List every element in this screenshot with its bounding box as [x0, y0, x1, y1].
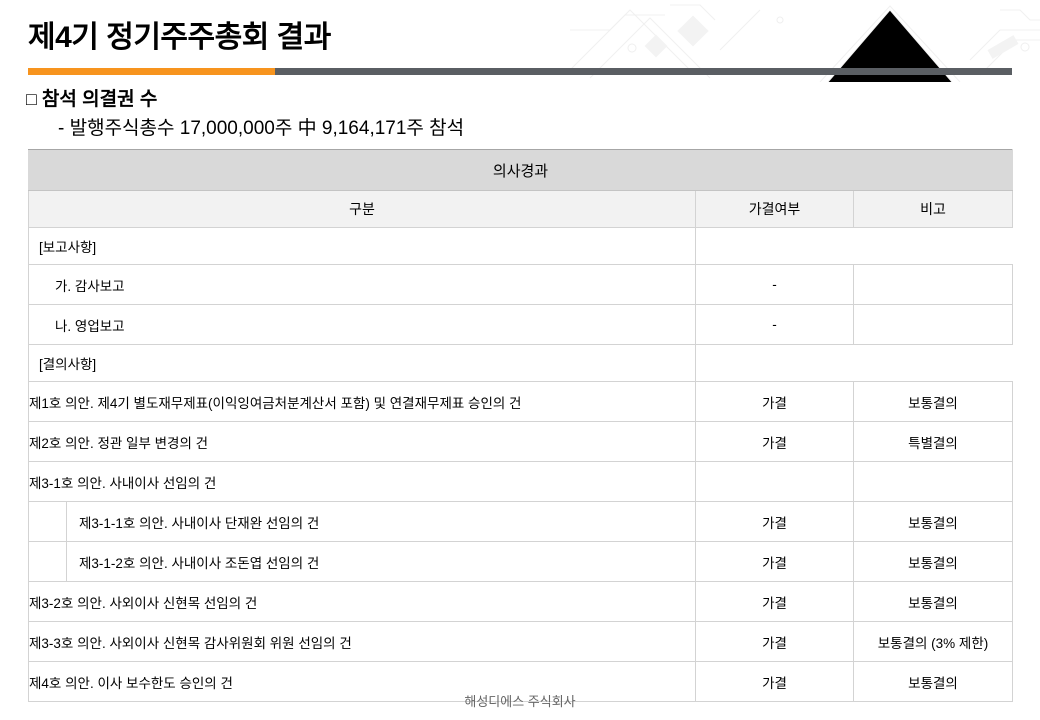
table-row: 제3-1-2호 의안. 사내이사 조돈엽 선임의 건 가결 보통결의 [28, 541, 1013, 582]
page-title: 제4기 정기주주총회 결과 [28, 21, 331, 54]
column-header-note: 비고 [853, 190, 1013, 228]
table-caption-cell: 의사경과 [28, 149, 1013, 191]
cell-result [695, 227, 854, 265]
cell-note: 보통결의 [853, 501, 1013, 542]
cell-subject: 제1호 의안. 제4기 별도재무제표(이익잉여금처분계산서 포함) 및 연결재무… [28, 381, 696, 422]
table-row: 제4호 의안. 이사 보수한도 승인의 건 가결 보통결의 [28, 661, 1013, 702]
cell-note [853, 304, 1013, 345]
table-row: 제2호 의안. 정관 일부 변경의 건 가결 특별결의 [28, 421, 1013, 462]
column-header-subject: 구분 [28, 190, 696, 228]
table-row: 나. 영업보고 - [28, 304, 1013, 345]
table-row: 제3-1호 의안. 사내이사 선임의 건 [28, 461, 1013, 502]
cell-subject: 제4호 의안. 이사 보수한도 승인의 건 [28, 661, 696, 702]
cell-section-label: [결의사항] [28, 344, 696, 382]
cell-result: 가결 [695, 581, 854, 622]
cell-section-label: [보고사항] [28, 227, 696, 265]
title-underline-rule [28, 68, 1012, 75]
cell-note: 보통결의 [853, 661, 1013, 702]
table-row: 제3-1-1호 의안. 사내이사 단재완 선임의 건 가결 보통결의 [28, 501, 1013, 542]
cell-result: 가결 [695, 661, 854, 702]
cell-result [695, 344, 854, 382]
rule-gray-segment [275, 68, 1012, 75]
cell-result [695, 461, 854, 502]
table-row: 제3-3호 의안. 사외이사 신현목 감사위원회 위원 선임의 건 가결 보통결의 … [28, 621, 1013, 662]
cell-note: 보통결의 [853, 581, 1013, 622]
cell-subject-sub: 제3-1-2호 의안. 사내이사 조돈엽 선임의 건 [28, 541, 696, 582]
rule-orange-segment [28, 68, 275, 75]
cell-subject: 제3-1호 의안. 사내이사 선임의 건 [28, 461, 696, 502]
cell-result: 가결 [695, 621, 854, 662]
cell-note [853, 264, 1013, 305]
cell-subject: 제3-3호 의안. 사외이사 신현목 감사위원회 위원 선임의 건 [28, 621, 696, 662]
table-row: 제1호 의안. 제4기 별도재무제표(이익잉여금처분계산서 포함) 및 연결재무… [28, 381, 1013, 422]
cell-subject: 가. 감사보고 [28, 264, 696, 305]
title-block: 제4기 정기주주총회 결과 [28, 18, 331, 58]
cell-note: 보통결의 [853, 541, 1013, 582]
cell-result: 가결 [695, 381, 854, 422]
section-detail: - 발행주식총수 17,000,000주 中 9,164,171주 참석 [58, 118, 465, 139]
section-heading-label: 참석 의결권 수 [41, 89, 158, 110]
table-row: [보고사항] [28, 227, 1013, 265]
cell-note [853, 344, 1013, 382]
section-heading: □ 참석 의결권 수 [26, 86, 157, 113]
cell-result: - [695, 264, 854, 305]
table-row: 가. 감사보고 - [28, 264, 1013, 305]
table-caption-row: 의사경과 [28, 149, 1013, 191]
cell-result: 가결 [695, 541, 854, 582]
table-row: 제3-2호 의안. 사외이사 신현목 선임의 건 가결 보통결의 [28, 581, 1013, 622]
cell-result: 가결 [695, 421, 854, 462]
cell-note [853, 461, 1013, 502]
cell-subject: 제2호 의안. 정관 일부 변경의 건 [28, 421, 696, 462]
sub-proposal-label: 제3-1-2호 의안. 사내이사 조돈엽 선임의 건 [66, 542, 695, 581]
cell-note: 보통결의 [853, 381, 1013, 422]
cell-note: 보통결의 (3% 제한) [853, 621, 1013, 662]
cell-note [853, 227, 1013, 265]
cell-result: - [695, 304, 854, 345]
sub-proposal-label: 제3-1-1호 의안. 사내이사 단재완 선임의 건 [66, 502, 695, 541]
square-bullet-icon: □ [26, 89, 37, 109]
table-header-row: 구분 가결여부 비고 [28, 190, 1013, 228]
table-body: 의사경과 구분 가결여부 비고 [보고사항] 가. 감사보고 - 나. 영업보고 - [결… [28, 149, 1013, 702]
cell-subject: 제3-2호 의안. 사외이사 신현목 선임의 건 [28, 581, 696, 622]
column-header-result: 가결여부 [695, 190, 854, 228]
cell-subject: 나. 영업보고 [28, 304, 696, 345]
cell-note: 특별결의 [853, 421, 1013, 462]
cell-result: 가결 [695, 501, 854, 542]
table-row: [결의사항] [28, 344, 1013, 382]
meeting-results-table: 의사경과 구분 가결여부 비고 [보고사항] 가. 감사보고 - 나. 영업보고 - [결… [28, 149, 1013, 702]
cell-subject-sub: 제3-1-1호 의안. 사내이사 단재완 선임의 건 [28, 501, 696, 542]
page-footer: 해성디에스 주식회사 [464, 694, 576, 709]
